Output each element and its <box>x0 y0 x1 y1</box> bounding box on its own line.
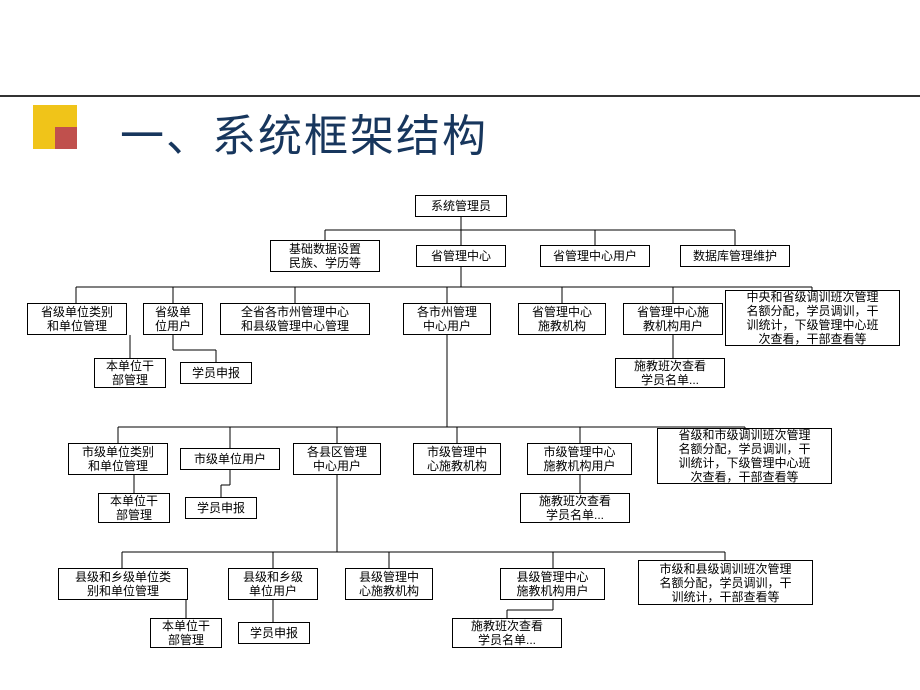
node-p1a: 本单位干部管理 <box>94 358 166 388</box>
node-c5: 市级管理中心施教机构用户 <box>527 443 632 475</box>
title-area: 一、系统框架结构 <box>0 0 920 170</box>
node-p3: 全省各市州管理中心和县级管理中心管理 <box>220 303 370 335</box>
node-l1c: 省管理中心用户 <box>540 245 650 267</box>
node-x1: 县级和乡级单位类别和单位管理 <box>58 568 188 600</box>
node-p7: 中央和省级调训班次管理名额分配，学员调训，干训统计，下级管理中心班次查看，干部查… <box>725 290 900 346</box>
title-decor-sq <box>33 127 55 149</box>
page-title: 一、系统框架结构 <box>120 100 488 164</box>
org-diagram: 系统管理员基础数据设置民族、学历等 省管理中心 省管理中心用户 数据库管理维护省级单位… <box>0 190 920 670</box>
node-l1a: 基础数据设置民族、学历等 <box>270 240 380 272</box>
node-x5: 市级和县级调训班次管理名额分配，学员调训，干训统计，干部查看等 <box>638 560 813 605</box>
node-l1b: 省管理中心 <box>416 245 506 267</box>
title-decor-sq <box>33 105 55 127</box>
node-p2: 省级单位用户 <box>143 303 203 335</box>
node-p4: 各市州管理中心用户 <box>403 303 491 335</box>
node-root: 系统管理员 <box>415 195 507 217</box>
node-p6: 省管理中心施教机构用户 <box>623 303 723 335</box>
node-c4: 市级管理中心施教机构 <box>413 443 501 475</box>
node-x3: 县级管理中心施教机构 <box>345 568 433 600</box>
node-c3: 各县区管理中心用户 <box>293 443 381 475</box>
node-c2a: 学员申报 <box>185 497 257 519</box>
node-c1: 市级单位类别和单位管理 <box>68 443 168 475</box>
node-x2a: 学员申报 <box>238 622 310 644</box>
title-decor-sq <box>55 127 77 149</box>
node-c5a: 施教班次查看学员名单... <box>520 493 630 523</box>
title-decor-sq <box>55 105 77 127</box>
node-l1d: 数据库管理维护 <box>680 245 790 267</box>
title-underline <box>0 95 920 97</box>
node-c6: 省级和市级调训班次管理名额分配，学员调训，干训统计，下级管理中心班次查看，干部查… <box>657 428 832 484</box>
node-x1a: 本单位干部管理 <box>150 618 222 648</box>
node-x4: 县级管理中心施教机构用户 <box>500 568 605 600</box>
node-p5: 省管理中心施教机构 <box>518 303 606 335</box>
node-p2a: 学员申报 <box>180 362 252 384</box>
node-c2: 市级单位用户 <box>180 448 280 470</box>
node-p6a: 施教班次查看学员名单... <box>615 358 725 388</box>
node-x4a: 施教班次查看学员名单... <box>452 618 562 648</box>
node-x2: 县级和乡级单位用户 <box>228 568 318 600</box>
node-c1a: 本单位干部管理 <box>98 493 170 523</box>
node-p1: 省级单位类别和单位管理 <box>27 303 127 335</box>
